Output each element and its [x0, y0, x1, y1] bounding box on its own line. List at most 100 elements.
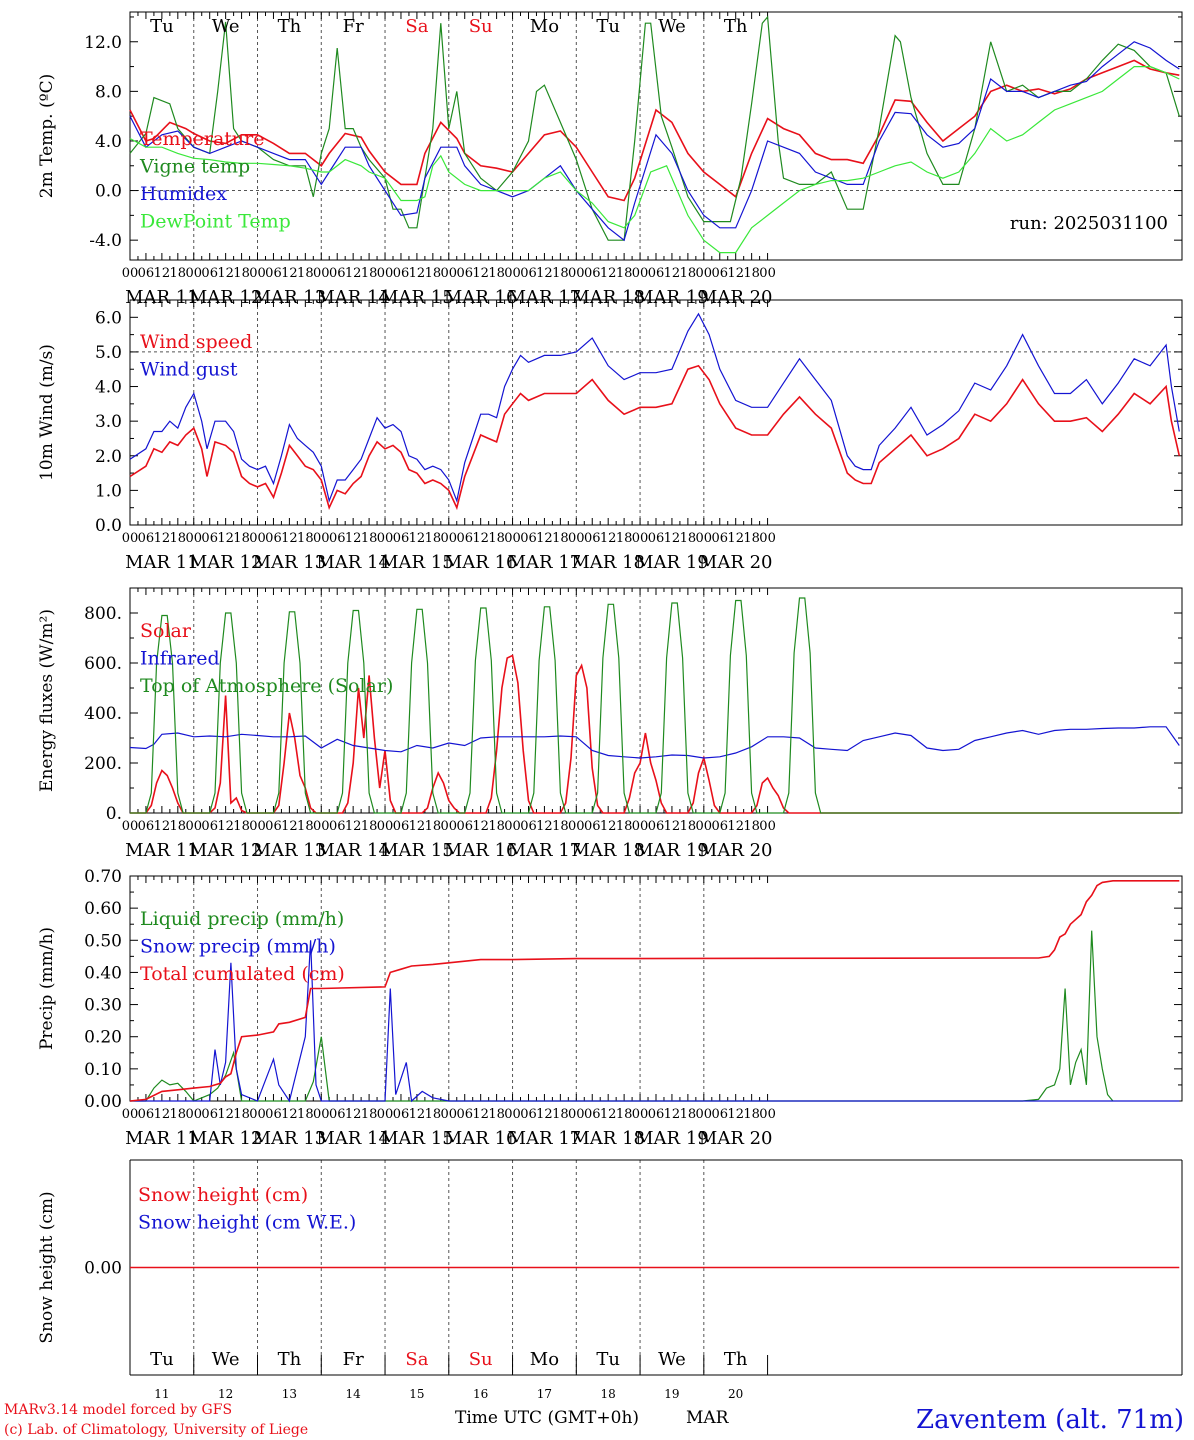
date-label: MAR 19	[635, 552, 709, 573]
day-name-top: Mo	[530, 16, 559, 37]
y-tick-label: 12.0	[84, 33, 122, 53]
legend-entry: Temperature	[140, 128, 264, 150]
legend-entry: Snow precip (mm/h)	[140, 936, 336, 958]
y-tick-label: 3.0	[95, 412, 122, 432]
hour-tick-label: 06	[520, 266, 537, 281]
hour-tick-label: 06	[393, 266, 410, 281]
hour-tick-label: 06	[329, 1107, 346, 1122]
hour-tick-label: 12	[664, 266, 681, 281]
date-label: MAR 12	[189, 552, 263, 573]
day-name-bottom: Sa	[405, 1349, 428, 1370]
hour-tick-label: 18	[616, 1107, 633, 1122]
hour-tick-label: 00	[249, 266, 266, 281]
date-label: MAR 14	[316, 840, 390, 861]
hour-tick-label: 18	[488, 266, 505, 281]
date-label: MAR 11	[125, 840, 199, 861]
legend-entry: Solar	[140, 620, 192, 642]
series-line-wind-speed	[129, 364, 1181, 511]
hour-tick-label: 18	[552, 819, 569, 834]
day-name-bottom: We	[658, 1349, 686, 1370]
day-name-top: Tu	[596, 16, 620, 37]
hour-tick-label: 06	[138, 819, 155, 834]
hour-tick-label: 00	[313, 531, 330, 546]
day-number: 17	[537, 1387, 552, 1401]
hour-tick-label: 12	[217, 266, 234, 281]
hour-tick-label: 00	[122, 1107, 139, 1122]
hour-tick-label: 06	[456, 819, 473, 834]
day-number: 19	[664, 1387, 679, 1401]
date-label: MAR 20	[699, 552, 773, 573]
hour-tick-label: 18	[680, 266, 697, 281]
hour-tick-label: 06	[393, 819, 410, 834]
hour-tick-label: 18	[170, 531, 187, 546]
hour-tick-label: 00	[568, 266, 585, 281]
grid-layer	[130, 12, 1182, 1375]
hour-tick-label: 06	[265, 531, 282, 546]
date-label: MAR 13	[253, 1128, 327, 1149]
series-line-vigne-temp	[129, 15, 1180, 241]
hour-tick-label: 12	[409, 531, 426, 546]
hour-tick-label: 00	[696, 1107, 713, 1122]
hour-tick-label: 06	[520, 819, 537, 834]
hour-tick-label: 06	[711, 266, 728, 281]
legend-entry: DewPoint Temp	[140, 211, 291, 233]
y-tick-label: 0.60	[84, 899, 122, 919]
day-name-top: We	[658, 16, 686, 37]
legend-entry: Wind gust	[140, 359, 238, 381]
day-name-top: Th	[278, 16, 302, 37]
y-tick-label: 0.20	[84, 1028, 122, 1048]
hour-tick-label: 18	[488, 1107, 505, 1122]
hour-tick-label: 18	[233, 266, 250, 281]
y-axis-label: Snow height (cm)	[37, 1191, 57, 1343]
axes-layer	[129, 11, 1183, 1376]
date-label: MAR 15	[380, 552, 454, 573]
hour-tick-label: 00	[313, 819, 330, 834]
hour-tick-label: 00	[759, 531, 776, 546]
hour-tick-label: 00	[249, 531, 266, 546]
y-axis-label: 10m Wind (m/s)	[37, 344, 57, 481]
hour-tick-label: 00	[696, 531, 713, 546]
hour-tick-label: 06	[456, 1107, 473, 1122]
date-label: MAR 19	[635, 287, 709, 308]
hour-tick-label: 06	[456, 531, 473, 546]
hour-tick-label: 06	[648, 819, 665, 834]
y-tick-label: 0.00	[84, 1092, 122, 1112]
hour-tick-label: 00	[185, 531, 202, 546]
run-label: run: 2025031100	[1010, 213, 1168, 234]
y-tick-label: 5.0	[95, 343, 122, 363]
hour-tick-label: 18	[680, 531, 697, 546]
hour-tick-label: 12	[217, 531, 234, 546]
hour-tick-label: 12	[281, 531, 298, 546]
time-axis-label: Time UTC (GMT+0h)	[455, 1408, 639, 1428]
date-label: MAR 14	[316, 287, 390, 308]
date-label: MAR 13	[253, 552, 327, 573]
hour-tick-label: 12	[600, 531, 617, 546]
date-label: MAR 13	[253, 287, 327, 308]
y-tick-label: 0.40	[84, 963, 122, 983]
hour-tick-label: 18	[361, 266, 378, 281]
series-line-dewpoint-temp	[129, 66, 1180, 254]
date-label: MAR 16	[444, 287, 518, 308]
hour-tick-label: 18	[170, 819, 187, 834]
hour-tick-label: 12	[154, 1107, 171, 1122]
hour-tick-label: 18	[552, 266, 569, 281]
series-line-wind-gust	[129, 312, 1180, 503]
hour-tick-label: 18	[297, 1107, 314, 1122]
date-label: MAR 15	[380, 840, 454, 861]
hour-tick-label: 18	[552, 531, 569, 546]
hour-tick-label: 18	[297, 819, 314, 834]
hour-tick-label: 06	[201, 531, 218, 546]
hour-tick-label: 00	[759, 266, 776, 281]
legend-entry: Snow height (cm)	[138, 1184, 308, 1206]
hour-tick-label: 18	[552, 1107, 569, 1122]
date-label: MAR 20	[699, 287, 773, 308]
hour-tick-label: 06	[648, 1107, 665, 1122]
legend-entry: Liquid precip (mm/h)	[140, 908, 344, 930]
y-tick-label: 0.10	[84, 1060, 122, 1080]
series-layer	[129, 15, 1181, 1269]
hour-tick-label: 12	[664, 1107, 681, 1122]
day-name-bottom: We	[212, 1349, 240, 1370]
hour-tick-label: 06	[201, 266, 218, 281]
day-name-top: We	[212, 16, 240, 37]
